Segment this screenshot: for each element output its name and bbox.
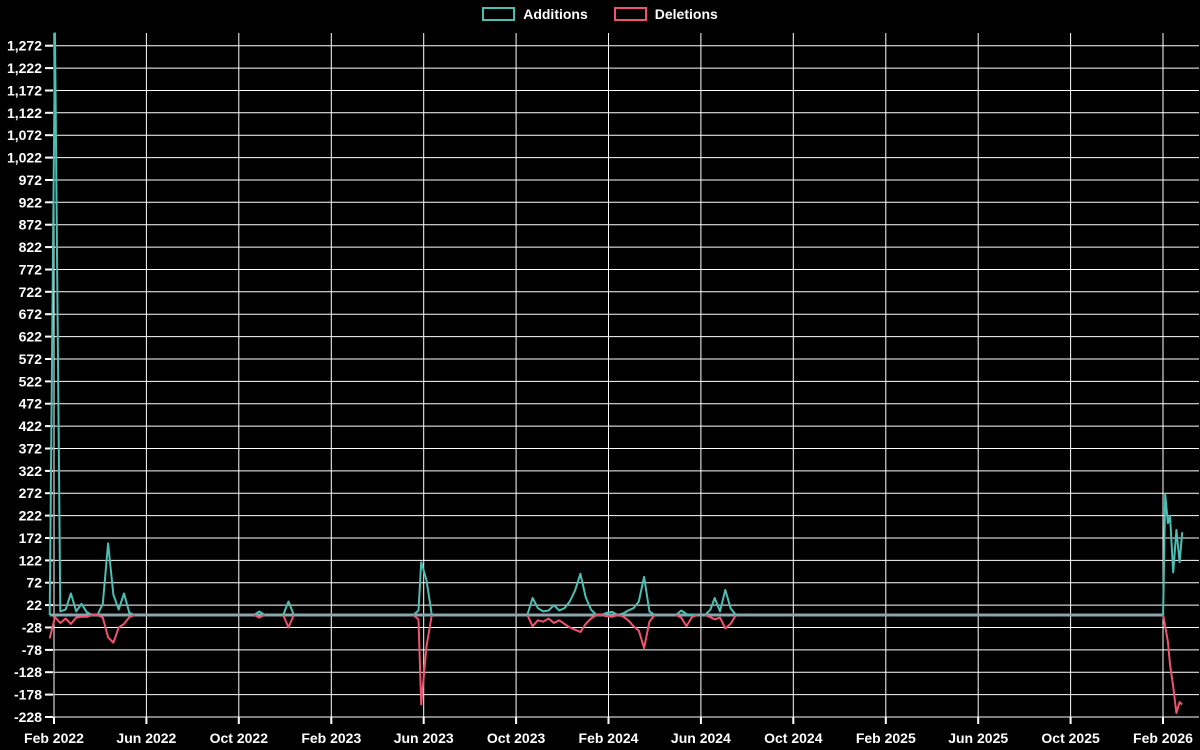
additions-line — [1162, 493, 1184, 616]
additions-legend-label: Additions — [523, 6, 588, 22]
deletions-legend-swatch — [613, 7, 647, 21]
y-tick-label: 422 — [19, 418, 43, 434]
deletions-line — [282, 614, 295, 629]
gridlines — [53, 33, 1199, 718]
deletions-legend-label: Deletions — [654, 6, 718, 22]
y-tick-label: 272 — [19, 485, 43, 501]
x-tick-label: Feb 2022 — [24, 730, 84, 746]
y-tick-label: 1,172 — [7, 83, 42, 99]
y-tick-label: -78 — [22, 642, 42, 658]
x-tick-label: Feb 2023 — [301, 730, 361, 746]
y-tick-label: 1,072 — [7, 127, 42, 143]
y-tick-label: -28 — [22, 620, 42, 636]
legend-item-deletions[interactable]: Deletions — [613, 6, 718, 22]
x-tick-label: Feb 2026 — [1133, 730, 1193, 746]
y-tick-label: -228 — [14, 709, 42, 725]
x-axis-ticks: Feb 2022 Jun 2022 Oct 2022 Feb 2023 Jun 2023… — [24, 717, 1193, 746]
y-tick-label: -128 — [14, 664, 42, 680]
x-tick-label: Oct 2022 — [210, 730, 269, 746]
legend-item-additions[interactable]: Additions — [482, 6, 588, 22]
y-tick-label: 122 — [19, 552, 43, 568]
y-tick-label: 872 — [19, 217, 43, 233]
y-tick-label: 622 — [19, 329, 43, 345]
deletions-line — [412, 614, 433, 706]
y-tick-label: 572 — [19, 351, 43, 367]
x-tick-label: Jun 2025 — [948, 730, 1008, 746]
x-tick-label: Oct 2025 — [1041, 730, 1100, 746]
additions-line — [704, 588, 737, 616]
x-tick-label: Feb 2025 — [856, 730, 916, 746]
additions-line — [526, 572, 656, 616]
y-tick-label: 172 — [19, 530, 43, 546]
y-tick-label: 822 — [19, 239, 43, 255]
y-tick-label: 972 — [19, 172, 43, 188]
y-tick-label: 22 — [26, 597, 42, 613]
y-tick-label: -178 — [14, 687, 42, 703]
deletions-line — [48, 614, 135, 644]
deletions-line — [526, 614, 656, 650]
deletions-line — [675, 614, 698, 628]
additions-line — [253, 610, 266, 616]
y-tick-label: 1,122 — [7, 105, 42, 121]
y-tick-label: 722 — [19, 284, 43, 300]
additions-legend-swatch — [482, 7, 516, 21]
y-tick-label: 672 — [19, 306, 43, 322]
additions-line — [48, 32, 135, 616]
deletions-line — [1162, 614, 1183, 714]
series-lines — [48, 32, 1184, 714]
y-tick-label: 222 — [19, 508, 43, 524]
y-tick-label: 1,022 — [7, 150, 42, 166]
deletions-line — [253, 614, 266, 619]
additions-line — [412, 561, 433, 616]
x-tick-label: Oct 2023 — [487, 730, 546, 746]
y-tick-label: 72 — [26, 575, 42, 591]
x-tick-label: Jun 2023 — [394, 730, 454, 746]
y-tick-label: 922 — [19, 194, 43, 210]
chart-legend: Additions Deletions — [0, 6, 1200, 22]
deletions-line — [704, 614, 737, 630]
x-tick-label: Oct 2024 — [764, 730, 823, 746]
y-tick-label: 1,272 — [7, 38, 42, 54]
x-tick-label: Jun 2022 — [116, 730, 176, 746]
y-tick-label: 1,222 — [7, 60, 42, 76]
y-tick-label: 372 — [19, 441, 43, 457]
y-tick-label: 772 — [19, 262, 43, 278]
y-tick-label: 472 — [19, 396, 43, 412]
x-tick-label: Feb 2024 — [579, 730, 639, 746]
additions-line — [282, 600, 295, 616]
x-tick-label: Jun 2024 — [671, 730, 731, 746]
y-tick-label: 522 — [19, 373, 43, 389]
additions-line — [675, 609, 698, 616]
y-tick-label: 322 — [19, 463, 43, 479]
y-axis-ticks: -228 -178 -128 -78 -28 22 72 122 172 222 272 322 372… — [7, 38, 53, 725]
